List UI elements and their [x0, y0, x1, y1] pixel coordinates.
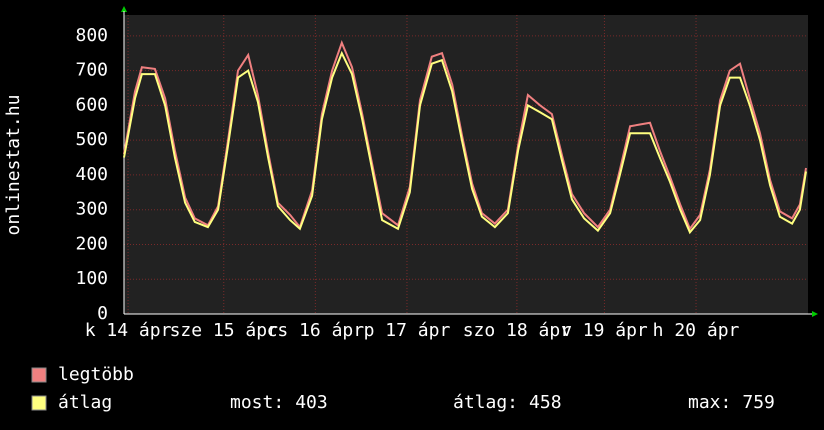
stat-value: 458	[529, 392, 562, 413]
legend-swatch	[31, 395, 47, 411]
stat-label: most:	[230, 392, 284, 413]
y-tick-label: 300	[75, 199, 108, 220]
stat-label: max:	[688, 392, 731, 413]
y-tick-label: 700	[75, 60, 108, 81]
axis-arrow	[812, 311, 818, 317]
y-tick-label: 500	[75, 129, 108, 150]
y-tick-label: 0	[97, 303, 108, 324]
x-tick-label: p 17 ápr	[364, 320, 451, 341]
y-tick-label: 600	[75, 94, 108, 115]
stat-label: átlag:	[453, 392, 518, 413]
stat-value: 759	[742, 392, 775, 413]
legend-label: átlag	[58, 392, 112, 413]
legend-label: legtöbb	[58, 364, 134, 385]
y-tick-label: 800	[75, 25, 108, 46]
x-tick-label: v 19 ápr	[561, 320, 648, 341]
x-tick-label: k 14 ápr	[85, 320, 172, 341]
x-tick-label: cs 16 ápr	[267, 320, 365, 341]
x-tick-label: sze 15 ápr	[170, 320, 279, 341]
stat: max: 759	[688, 392, 775, 413]
legend-swatch	[31, 367, 47, 383]
stat-value: 403	[295, 392, 328, 413]
y-axis-label: onlinestat.hu	[3, 95, 24, 236]
y-tick-label: 400	[75, 164, 108, 185]
x-tick-label: szo 18 ápr	[463, 320, 572, 341]
series-line	[123, 50, 807, 235]
axis-arrow	[121, 6, 127, 12]
y-tick-label: 200	[75, 233, 108, 254]
x-tick-label: h 20 ápr	[653, 320, 740, 341]
y-tick-label: 100	[75, 268, 108, 289]
stat: átlag: 458	[453, 392, 562, 413]
stat: most: 403	[230, 392, 328, 413]
